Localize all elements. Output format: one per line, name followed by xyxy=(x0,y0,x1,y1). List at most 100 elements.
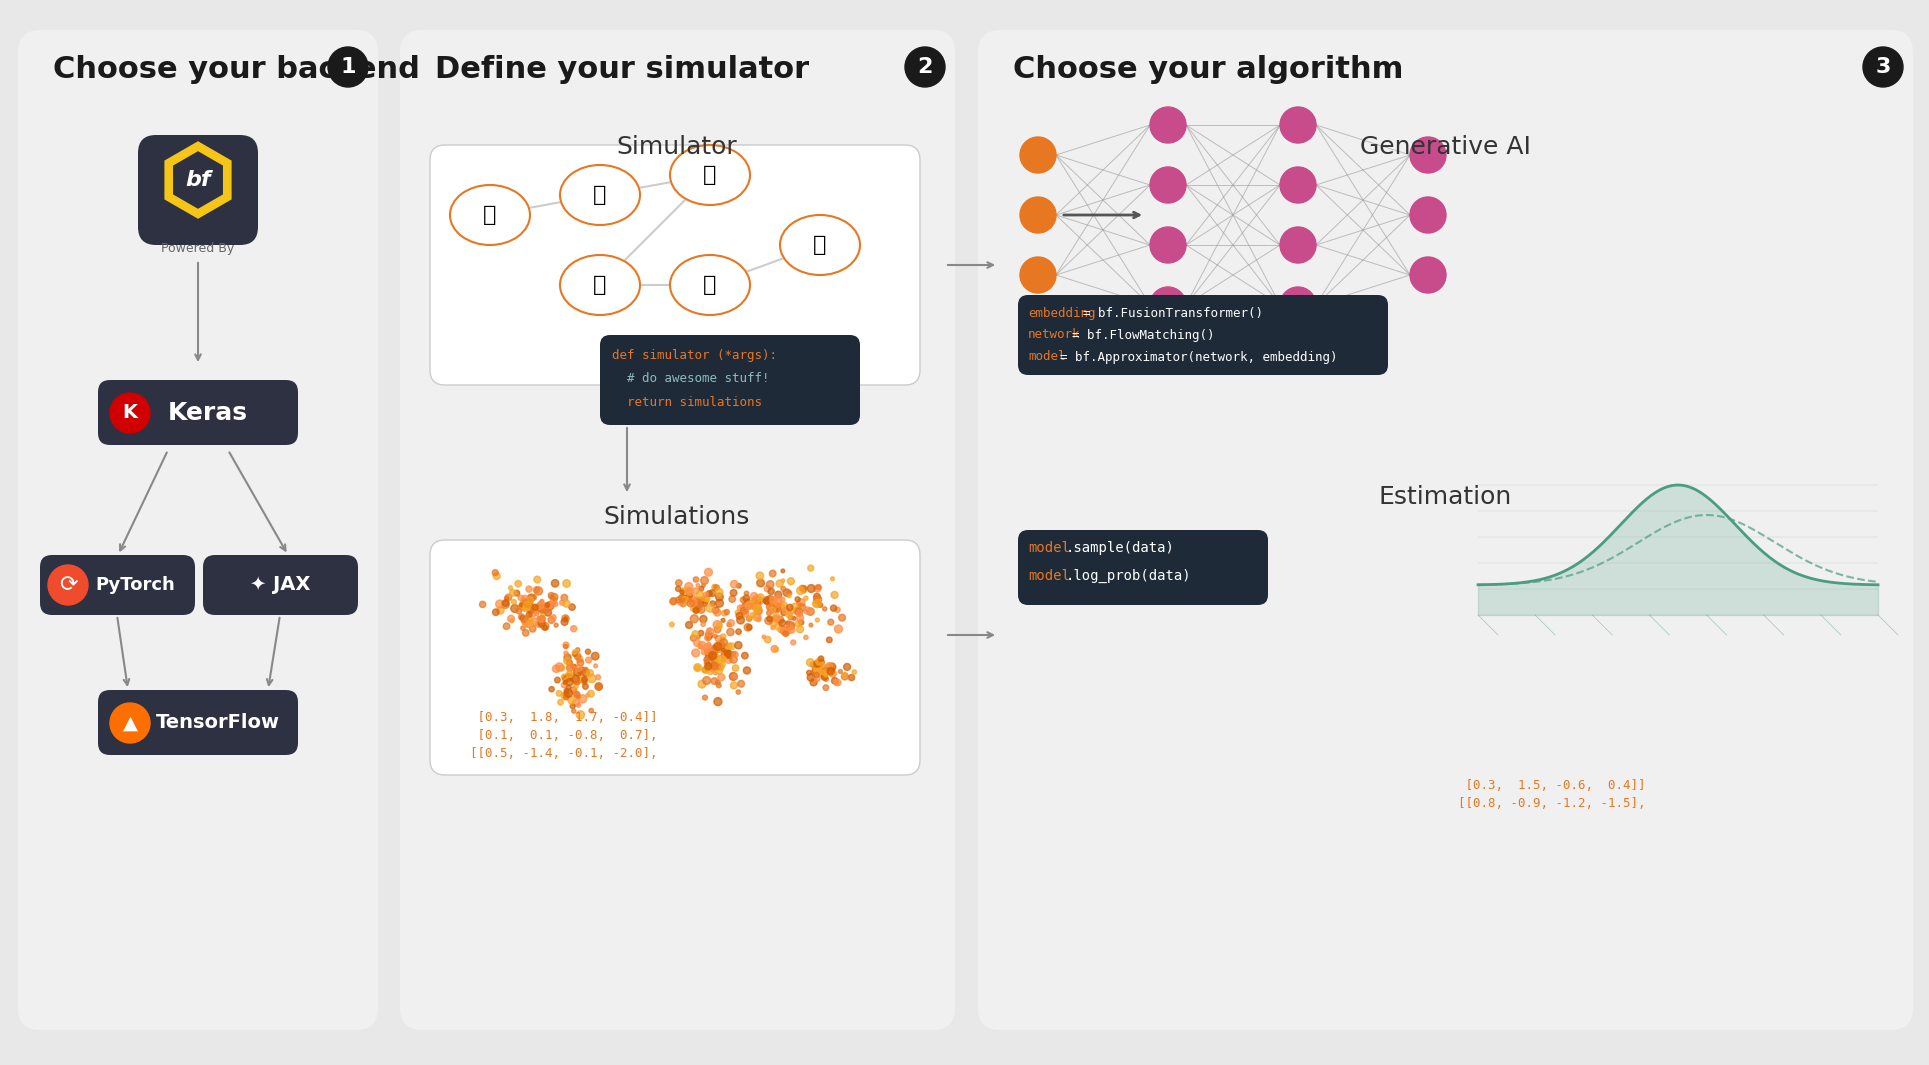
Point xyxy=(515,611,546,628)
Point xyxy=(760,641,791,658)
FancyBboxPatch shape xyxy=(203,555,359,615)
Point xyxy=(563,671,594,688)
Point xyxy=(494,589,525,606)
Point xyxy=(559,671,590,688)
Point xyxy=(667,590,698,607)
Text: ▲: ▲ xyxy=(123,714,137,733)
Point xyxy=(770,602,801,619)
Point xyxy=(517,605,548,622)
Point xyxy=(685,624,716,641)
Point xyxy=(721,604,752,621)
Point xyxy=(675,589,706,606)
Point xyxy=(664,580,694,597)
Point xyxy=(683,577,714,594)
Point xyxy=(500,600,530,617)
Point xyxy=(704,594,735,611)
Point xyxy=(702,621,733,638)
Point xyxy=(760,610,791,627)
Point xyxy=(527,596,557,613)
Point xyxy=(712,604,743,621)
Point xyxy=(762,596,793,613)
Circle shape xyxy=(1410,197,1447,233)
Point xyxy=(766,621,797,638)
Point xyxy=(513,593,544,610)
Point xyxy=(509,596,540,613)
Point xyxy=(772,585,802,602)
Point xyxy=(557,658,588,675)
Point xyxy=(666,593,696,610)
Point xyxy=(550,638,581,655)
Text: # do awesome stuff!: # do awesome stuff! xyxy=(611,373,770,386)
Point xyxy=(693,643,723,660)
Point xyxy=(741,590,772,607)
Point xyxy=(743,593,774,610)
Text: K: K xyxy=(123,404,137,423)
Point xyxy=(548,676,579,693)
Point xyxy=(696,595,727,612)
Point xyxy=(675,594,706,611)
Point xyxy=(563,688,594,705)
Point xyxy=(673,589,704,606)
Point xyxy=(735,609,766,626)
Polygon shape xyxy=(174,152,222,208)
Point xyxy=(557,620,588,637)
Point xyxy=(718,645,748,662)
Point xyxy=(490,596,521,613)
Point xyxy=(530,601,561,618)
Point xyxy=(515,615,546,632)
FancyBboxPatch shape xyxy=(139,135,258,245)
Point xyxy=(774,587,804,604)
Point xyxy=(694,600,725,617)
Point xyxy=(563,697,594,714)
Text: 🌿: 🌿 xyxy=(594,275,608,295)
Point xyxy=(814,632,845,649)
Text: [[0.5, -1.4, -0.1, -2.0],: [[0.5, -1.4, -0.1, -2.0], xyxy=(471,747,658,760)
Point xyxy=(575,665,606,682)
Point xyxy=(741,608,772,625)
Point xyxy=(735,596,766,613)
Point xyxy=(482,568,513,585)
Point xyxy=(775,609,806,626)
Point xyxy=(756,593,787,610)
Point xyxy=(669,583,700,600)
Point xyxy=(691,590,721,607)
Point xyxy=(712,643,743,660)
Point xyxy=(756,603,787,620)
Point xyxy=(723,637,754,654)
Point xyxy=(687,580,718,597)
Point xyxy=(783,605,814,622)
Point xyxy=(754,604,785,621)
Point xyxy=(706,637,737,654)
Text: .log_prob(data): .log_prob(data) xyxy=(1067,569,1192,583)
Text: [0.3,  1.5, -0.6,  0.4]]: [0.3, 1.5, -0.6, 0.4]] xyxy=(1458,779,1645,792)
Point xyxy=(802,578,833,595)
Point xyxy=(808,663,839,681)
Point xyxy=(673,578,704,595)
Point xyxy=(704,589,735,606)
Point xyxy=(694,624,725,641)
Point xyxy=(733,619,764,636)
Point xyxy=(563,651,594,668)
Circle shape xyxy=(110,393,150,433)
Text: bf: bf xyxy=(185,170,210,190)
Point xyxy=(550,674,581,691)
Point xyxy=(681,571,712,588)
Point xyxy=(708,634,739,651)
Point xyxy=(552,649,583,666)
Point xyxy=(561,673,592,690)
Point xyxy=(496,612,527,629)
Point xyxy=(741,593,772,610)
Point xyxy=(731,585,762,602)
Point xyxy=(515,591,546,608)
Point xyxy=(764,575,795,592)
Point xyxy=(752,612,783,629)
Point xyxy=(689,643,720,660)
Point xyxy=(818,665,849,682)
Point xyxy=(758,613,789,630)
Point xyxy=(509,595,540,612)
Point xyxy=(583,669,613,686)
Circle shape xyxy=(328,47,368,87)
FancyBboxPatch shape xyxy=(98,380,297,445)
Point xyxy=(731,590,762,607)
Ellipse shape xyxy=(669,145,750,204)
